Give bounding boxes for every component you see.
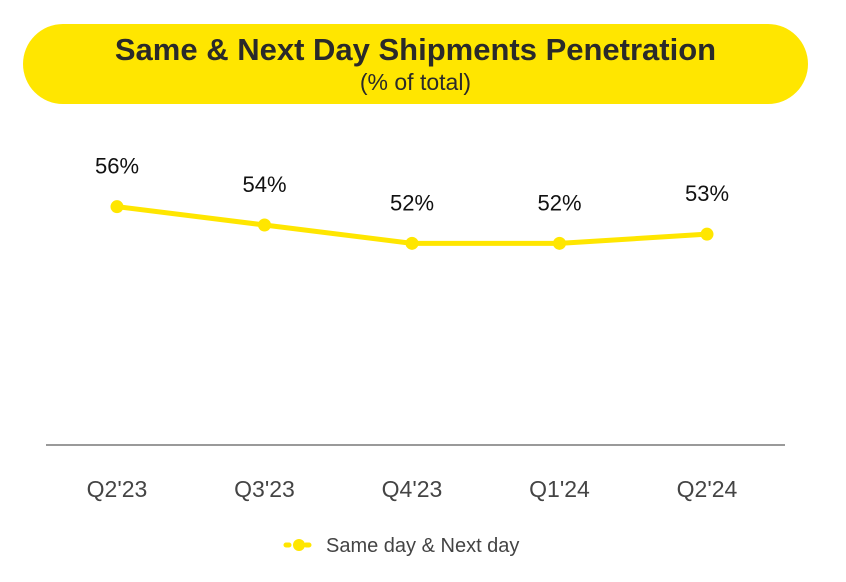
data-label: 54% <box>242 172 286 197</box>
data-point <box>110 200 124 214</box>
legend-marker <box>293 539 305 551</box>
x-tick-label: Q3'23 <box>234 476 295 502</box>
legend-label: Same day & Next day <box>326 535 519 557</box>
title-banner: Same & Next Day Shipments Penetration (%… <box>23 24 808 104</box>
x-tick-label: Q4'23 <box>382 476 443 502</box>
chart-title: Same & Next Day Shipments Penetration <box>114 32 717 67</box>
data-label: 52% <box>537 190 581 215</box>
data-label: 56% <box>95 154 139 179</box>
data-point <box>258 218 271 232</box>
data-label: 52% <box>390 190 434 215</box>
data-point <box>405 236 419 250</box>
x-tick-label: Q2'24 <box>677 476 738 502</box>
data-point <box>553 236 566 250</box>
x-tick-label: Q1'24 <box>529 476 590 502</box>
data-point <box>700 227 714 241</box>
data-label: 53% <box>685 181 729 206</box>
chart-subtitle: (% of total) <box>359 69 472 95</box>
x-tick-label: Q2'23 <box>87 476 148 502</box>
